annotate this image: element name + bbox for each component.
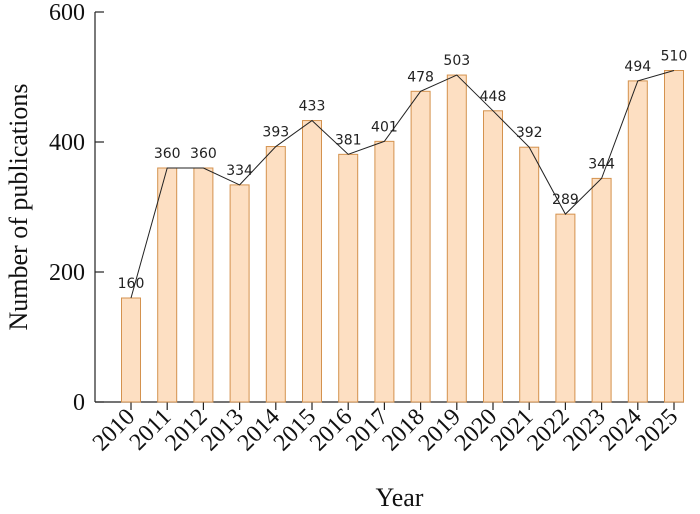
- bar: [483, 110, 503, 403]
- data-label: 494: [624, 59, 651, 75]
- bar: [410, 90, 431, 403]
- y-tick-label: 200: [49, 260, 85, 286]
- data-label: 401: [371, 119, 398, 135]
- y-tick-label: 600: [49, 0, 85, 26]
- bar: [591, 177, 612, 403]
- bar: [627, 80, 648, 403]
- data-label: 448: [480, 89, 507, 105]
- bar: [446, 74, 467, 403]
- trend-line-group: [130, 70, 675, 299]
- data-label: 392: [516, 125, 543, 141]
- data-label: 510: [661, 49, 688, 65]
- bars: [121, 70, 684, 403]
- y-axis-title: Number of publications: [4, 84, 33, 331]
- data-label: 360: [190, 146, 217, 162]
- data-label: 289: [552, 192, 579, 208]
- y-axis: 0 200 400 600: [49, 0, 104, 416]
- data-label: 381: [335, 132, 362, 148]
- data-labels: 160 360 360 334 393 433 381 401 478 503 448 392 289 3…: [118, 49, 688, 293]
- bar: [555, 213, 576, 403]
- x-axis-title: Year: [376, 483, 424, 512]
- data-label: 160: [118, 276, 145, 292]
- trend-line: [130, 70, 675, 299]
- data-label: 344: [588, 156, 615, 172]
- x-tick-label: 2025: [631, 404, 683, 456]
- bar: [338, 153, 359, 403]
- y-tick-label: 400: [49, 130, 85, 156]
- data-label: 360: [154, 146, 181, 162]
- bar: [157, 167, 178, 403]
- data-label: 503: [443, 53, 470, 69]
- bar: [302, 120, 322, 403]
- bar: [193, 167, 214, 403]
- bar: [664, 70, 684, 403]
- bar: [519, 146, 540, 403]
- data-label: 433: [299, 99, 326, 115]
- y-tick-label: 0: [73, 390, 85, 416]
- data-label: 393: [262, 125, 289, 141]
- bar: [121, 297, 141, 403]
- data-label: 478: [407, 69, 434, 85]
- x-axis: 2010201120122013201420152016201720182019…: [88, 401, 684, 456]
- data-label: 334: [226, 163, 253, 179]
- bar: [374, 140, 395, 403]
- bar: [265, 146, 286, 403]
- bar: [229, 184, 250, 403]
